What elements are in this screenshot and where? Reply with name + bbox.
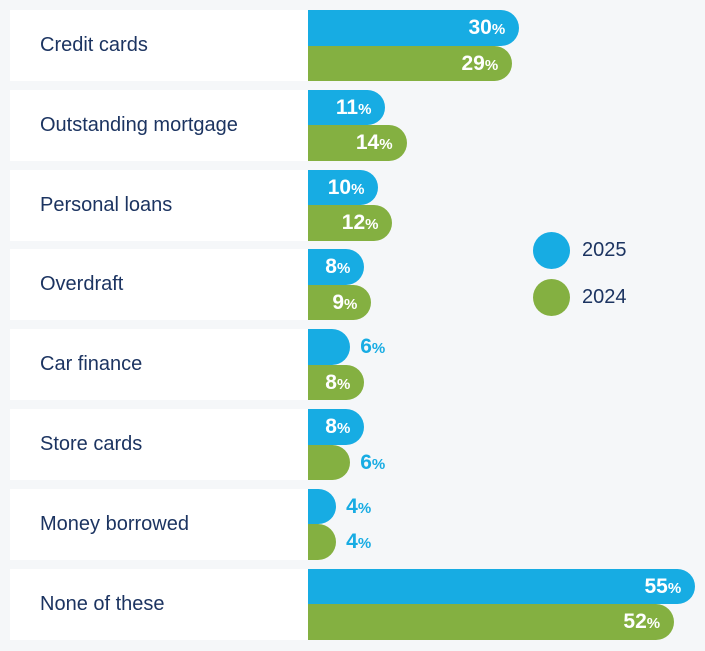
category-row: Money borrowed	[10, 488, 308, 560]
data-label-2024: 29%	[461, 46, 498, 82]
data-label-unit: %	[484, 56, 499, 74]
category-label: Personal loans	[40, 193, 173, 216]
data-label-2025: 55%	[645, 569, 682, 605]
bar-2024	[308, 45, 513, 81]
bar-2024	[308, 364, 365, 401]
data-label-unit: %	[371, 455, 386, 473]
category-row: Store cards	[10, 409, 308, 480]
data-label-unit: %	[351, 180, 365, 198]
category-label: Car finance	[40, 353, 143, 376]
data-label-unit: %	[646, 615, 661, 633]
data-label-unit: %	[365, 216, 379, 234]
data-label-unit: %	[344, 295, 358, 313]
data-label-unit: %	[336, 260, 351, 278]
legend-swatch-2025	[533, 232, 570, 269]
data-label-unit: %	[491, 21, 506, 38]
category-label: Overdraft	[40, 273, 124, 296]
category-row: Personal loans	[10, 169, 308, 241]
bar-2025	[308, 329, 351, 365]
data-label-value: 30	[468, 16, 492, 39]
bar-2024	[308, 444, 351, 480]
data-label-value: 4	[346, 494, 358, 518]
bar-2024	[308, 524, 337, 560]
legend-swatch-2024	[533, 279, 570, 316]
data-label-2025: 8%	[325, 249, 350, 285]
data-label-2025: 30%	[469, 10, 506, 46]
data-label-unit: %	[357, 535, 372, 553]
data-label-unit: %	[357, 499, 372, 517]
category-label: Outstanding mortgage	[40, 113, 238, 136]
data-label-value: 8	[325, 255, 337, 279]
category-row: None of these	[10, 568, 308, 640]
bar-2025	[308, 89, 386, 126]
data-label-value: 8	[325, 370, 337, 394]
legend-label-2025: 2025	[582, 239, 627, 261]
data-label-value: 12	[341, 211, 366, 235]
bar-2024	[308, 604, 675, 640]
data-label-2024: 4%	[346, 524, 371, 560]
data-label-unit: %	[371, 340, 386, 358]
data-label-value: 14	[355, 131, 380, 155]
bar-2025	[308, 249, 365, 285]
data-label-value: 52	[623, 610, 647, 634]
category-label: Store cards	[40, 433, 143, 455]
category-row: Outstanding mortgage	[10, 89, 308, 161]
data-label-value: 10	[327, 175, 352, 199]
category-label: None of these	[40, 592, 165, 615]
data-label-unit: %	[336, 420, 351, 437]
bar-2025	[308, 409, 365, 445]
data-label-2024: 6%	[360, 445, 385, 481]
data-label-unit: %	[667, 579, 682, 597]
data-label-value: 55	[644, 574, 668, 598]
data-label-value: 6	[360, 450, 372, 474]
category-label: Money borrowed	[40, 512, 189, 535]
bar-2024	[308, 205, 393, 241]
data-label-2024: 52%	[623, 604, 660, 640]
bar-2025	[308, 568, 696, 605]
bar-2024	[308, 125, 407, 161]
category-label: Credit cards	[40, 34, 148, 56]
data-label-2024: 9%	[332, 285, 357, 321]
data-label-2025: 8%	[325, 409, 350, 445]
data-label-value: 4	[346, 530, 358, 554]
bar-2024	[308, 284, 372, 321]
data-label-unit: %	[358, 100, 372, 118]
data-label-value: 8	[325, 415, 337, 438]
data-label-value: 29	[461, 51, 485, 75]
data-label-2024: 14%	[356, 125, 393, 161]
category-row: Overdraft	[10, 249, 308, 321]
data-label-value: 6	[360, 335, 372, 359]
bar-2025	[308, 488, 337, 525]
data-label-2024: 12%	[342, 205, 379, 241]
data-label-2025: 11%	[336, 90, 372, 126]
data-label-unit: %	[336, 375, 351, 393]
category-row: Credit cards	[10, 10, 308, 81]
bar-2025	[308, 10, 520, 46]
legend-label-2024: 2024	[582, 286, 627, 308]
data-label-2025: 10%	[328, 170, 365, 206]
data-label-value: 9	[332, 290, 345, 314]
bar-2025	[308, 169, 379, 206]
data-label-2025: 4%	[346, 489, 371, 525]
category-row: Car finance	[10, 329, 308, 401]
data-label-2024: 8%	[325, 365, 350, 401]
data-label-value: 11	[335, 95, 359, 119]
data-label-unit: %	[379, 136, 393, 154]
data-label-2025: 6%	[360, 329, 385, 365]
